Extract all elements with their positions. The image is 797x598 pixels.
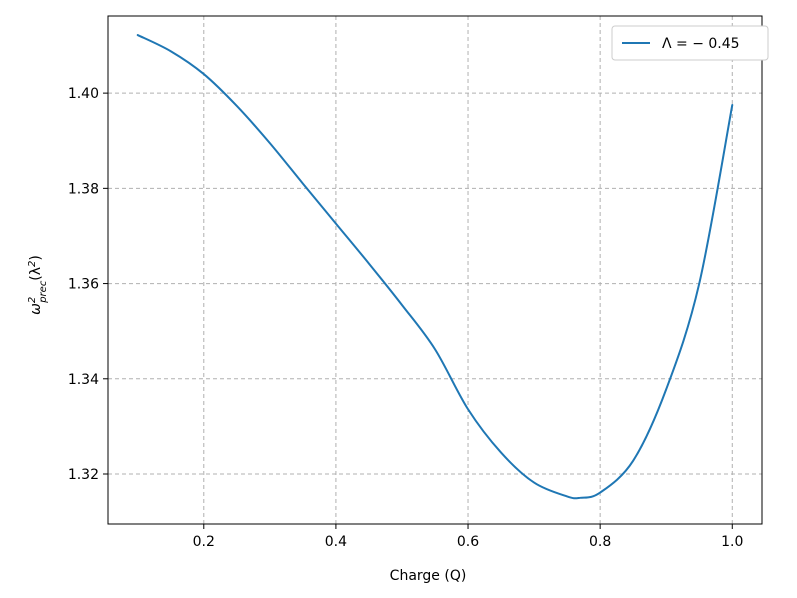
y-tick-label: 1.32: [68, 467, 99, 483]
grid: [108, 16, 762, 524]
y-axis-label: ω2prec(λ2): [27, 255, 49, 315]
y-tick-label: 1.38: [68, 181, 99, 197]
legend-label: Λ = − 0.45: [662, 36, 740, 52]
y-tick-label: 1.40: [68, 86, 99, 102]
x-tick-label: 1.0: [721, 534, 743, 550]
x-axis-ticks: 0.2 0.4 0.6 0.8 1.0: [193, 524, 743, 550]
series-layer: [136, 34, 734, 500]
y-label-unit-close: ): [28, 255, 44, 260]
x-tick-label: 0.2: [193, 534, 215, 550]
y-tick-label: 1.34: [68, 372, 99, 388]
y-label-unit-open: (λ: [28, 267, 44, 281]
plot-frame: [107, 15, 763, 525]
legend-box: [611, 25, 769, 61]
x-axis-label: Charge (Q): [390, 568, 467, 584]
y-tick-label: 1.36: [68, 277, 99, 293]
x-tick-label: 0.8: [589, 534, 611, 550]
y-label-sup: 2: [27, 297, 38, 303]
y-label-unit-sup: 2: [27, 261, 38, 267]
y-axis-ticks: 1.32 1.34 1.36 1.38 1.40: [68, 86, 108, 483]
y-label-base: ω: [28, 303, 44, 315]
x-tick-label: 0.6: [457, 534, 479, 550]
y-label-sub: prec: [38, 280, 49, 304]
legend: Λ = − 0.45: [611, 25, 769, 61]
series-line: [136, 34, 734, 500]
x-tick-label: 0.4: [325, 534, 347, 550]
